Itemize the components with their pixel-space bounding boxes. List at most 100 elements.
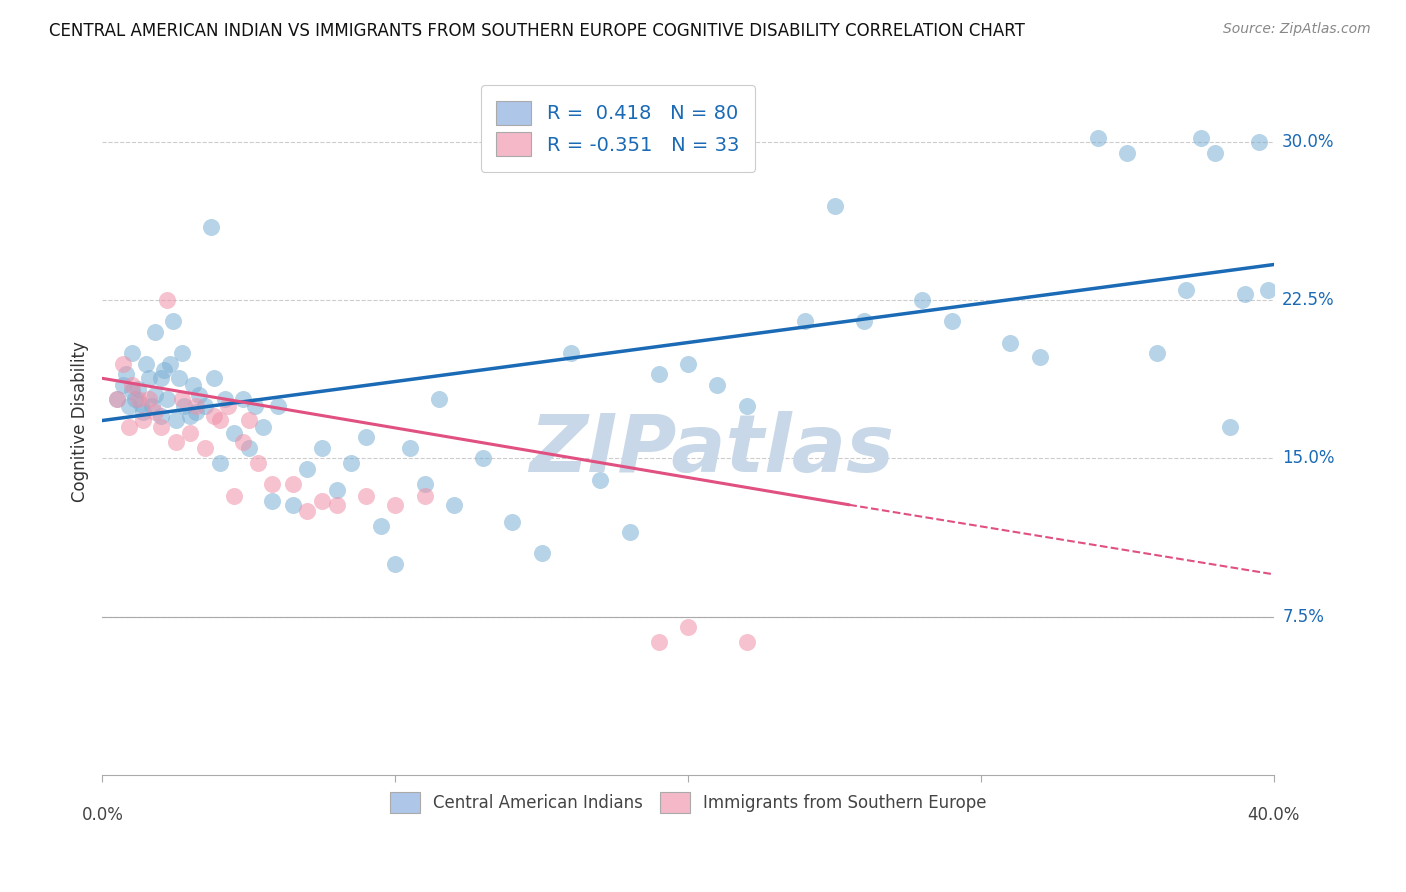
Point	[354, 489, 377, 503]
Point	[1116, 145, 1139, 160]
Point	[159, 357, 181, 371]
Point	[179, 409, 201, 424]
Point	[217, 399, 239, 413]
Point	[619, 525, 641, 540]
Point	[735, 399, 758, 413]
Point	[194, 441, 217, 455]
Point	[132, 405, 155, 419]
Point	[127, 382, 149, 396]
Point	[129, 397, 152, 411]
Point	[127, 392, 149, 407]
Point	[530, 546, 553, 560]
Point	[262, 493, 284, 508]
Point	[852, 314, 875, 328]
Point	[384, 557, 406, 571]
Point	[676, 620, 699, 634]
Text: 7.5%: 7.5%	[1282, 607, 1324, 625]
Point	[794, 314, 817, 328]
Point	[243, 399, 266, 413]
Point	[208, 456, 231, 470]
Point	[143, 405, 166, 419]
Point	[1189, 131, 1212, 145]
Point	[340, 456, 363, 470]
Point	[202, 371, 225, 385]
Text: ZIPatlas: ZIPatlas	[529, 411, 894, 489]
Point	[676, 357, 699, 371]
Point	[150, 419, 173, 434]
Point	[135, 357, 157, 371]
Point	[1233, 287, 1256, 301]
Text: 40.0%: 40.0%	[1247, 806, 1301, 824]
Point	[1087, 131, 1109, 145]
Point	[170, 346, 193, 360]
Point	[143, 325, 166, 339]
Point	[238, 441, 260, 455]
Point	[188, 388, 211, 402]
Point	[150, 371, 173, 385]
Point	[297, 504, 319, 518]
Point	[325, 483, 347, 497]
Point	[824, 198, 846, 212]
Point	[179, 426, 201, 441]
Point	[138, 371, 160, 385]
Point	[170, 392, 193, 407]
Point	[156, 293, 179, 308]
Point	[167, 371, 190, 385]
Point	[370, 519, 392, 533]
Point	[354, 430, 377, 444]
Text: Source: ZipAtlas.com: Source: ZipAtlas.com	[1223, 22, 1371, 37]
Text: 22.5%: 22.5%	[1282, 292, 1334, 310]
Point	[150, 409, 173, 424]
Point	[208, 413, 231, 427]
Point	[141, 399, 163, 413]
Point	[118, 419, 141, 434]
Point	[165, 413, 187, 427]
Point	[1204, 145, 1226, 160]
Point	[246, 456, 269, 470]
Point	[194, 399, 217, 413]
Point	[1028, 351, 1050, 365]
Point	[1000, 335, 1022, 350]
Y-axis label: Cognitive Disability: Cognitive Disability	[72, 341, 89, 502]
Point	[252, 419, 274, 434]
Point	[941, 314, 963, 328]
Point	[281, 498, 304, 512]
Point	[186, 405, 208, 419]
Point	[224, 489, 246, 503]
Point	[648, 634, 671, 648]
Point	[132, 413, 155, 427]
Point	[238, 413, 260, 427]
Point	[118, 399, 141, 413]
Point	[202, 409, 225, 424]
Point	[735, 634, 758, 648]
Point	[311, 493, 333, 508]
Point	[153, 363, 176, 377]
Point	[706, 377, 728, 392]
Point	[1249, 136, 1271, 150]
Point	[443, 498, 465, 512]
Point	[173, 399, 195, 413]
Point	[297, 462, 319, 476]
Point	[911, 293, 934, 308]
Text: CENTRAL AMERICAN INDIAN VS IMMIGRANTS FROM SOUTHERN EUROPE COGNITIVE DISABILITY : CENTRAL AMERICAN INDIAN VS IMMIGRANTS FR…	[49, 22, 1025, 40]
Point	[156, 392, 179, 407]
Point	[165, 434, 187, 449]
Text: 0.0%: 0.0%	[82, 806, 124, 824]
Point	[224, 426, 246, 441]
Text: 30.0%: 30.0%	[1282, 133, 1334, 152]
Point	[1146, 346, 1168, 360]
Point	[262, 476, 284, 491]
Point	[427, 392, 450, 407]
Point	[200, 219, 222, 234]
Legend: Central American Indians, Immigrants from Southern Europe: Central American Indians, Immigrants fro…	[382, 786, 993, 819]
Point	[232, 392, 254, 407]
Point	[472, 451, 495, 466]
Point	[267, 399, 290, 413]
Point	[589, 473, 612, 487]
Point	[105, 392, 128, 407]
Point	[121, 377, 143, 392]
Point	[281, 476, 304, 491]
Point	[124, 392, 146, 407]
Point	[1219, 419, 1241, 434]
Point	[1174, 283, 1197, 297]
